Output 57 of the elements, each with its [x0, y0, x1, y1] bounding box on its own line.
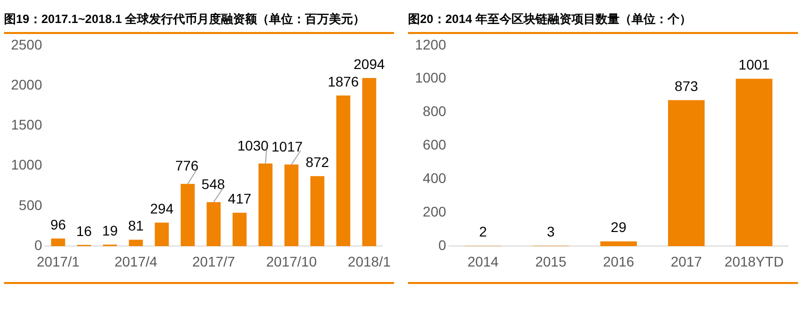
- x-tick-label: 2018YTD: [724, 253, 784, 270]
- data-label: 1017: [272, 138, 303, 154]
- chart-title: 图20：2014 年至今区块链融资项目数量（单位：个）: [408, 6, 798, 34]
- x-tick-label: 2017/10: [266, 253, 317, 270]
- y-tick-label: 1200: [414, 36, 446, 52]
- bar: [310, 176, 324, 246]
- x-tick-label: 2017: [670, 253, 702, 270]
- x-tick-label: 2017/1: [36, 253, 80, 270]
- bar: [206, 202, 221, 246]
- bar: [51, 238, 66, 246]
- y-tick-label: 0: [34, 237, 42, 254]
- chart-title: 图19：2017.1~2018.1 全球发行代币月度融资额（单位：百万美元）: [4, 6, 394, 34]
- bar: [284, 164, 298, 246]
- data-label: 3: [546, 224, 555, 240]
- data-label: 1030: [237, 137, 269, 154]
- y-tick-label: 2500: [10, 36, 42, 52]
- bar: [154, 222, 169, 246]
- data-label: 417: [228, 190, 252, 207]
- data-label: 81: [128, 218, 144, 234]
- data-label: 19: [102, 222, 118, 239]
- bar: [668, 100, 705, 246]
- data-label: 294: [150, 200, 174, 216]
- data-label: 776: [175, 158, 199, 174]
- bar: [180, 184, 195, 246]
- data-label: 16: [76, 222, 92, 239]
- data-label: 873: [674, 78, 698, 94]
- y-tick-label: 2000: [10, 76, 42, 92]
- y-tick-label: 1000: [10, 156, 42, 173]
- x-tick-label: 2018/1: [348, 253, 391, 270]
- data-label: 2094: [354, 56, 385, 72]
- y-tick-label: 1000: [414, 70, 446, 86]
- y-tick-label: 500: [18, 196, 42, 213]
- data-label: 548: [202, 176, 226, 192]
- y-tick-label: 800: [422, 103, 446, 120]
- bar: [258, 163, 273, 246]
- x-tick-label: 2017/7: [192, 253, 236, 270]
- data-label: 2: [479, 224, 488, 240]
- y-tick-label: 200: [422, 204, 446, 220]
- bar: [736, 78, 772, 246]
- data-label: 1001: [738, 56, 770, 73]
- bar: [336, 96, 350, 246]
- y-tick-label: 600: [422, 136, 446, 153]
- data-label: 29: [610, 219, 627, 236]
- x-tick-label: 2015: [535, 253, 567, 270]
- x-tick-label: 2016: [602, 253, 634, 270]
- bar: [362, 78, 376, 246]
- data-label: 1876: [328, 73, 360, 90]
- bar: [232, 212, 247, 246]
- y-tick-label: 400: [422, 170, 446, 186]
- data-label: 96: [50, 216, 66, 232]
- data-label: 872: [306, 154, 330, 170]
- bar: [128, 240, 143, 246]
- y-tick-label: 0: [438, 237, 446, 254]
- x-tick-label: 2017/4: [114, 253, 158, 270]
- y-tick-label: 1500: [10, 116, 42, 133]
- x-tick-label: 2014: [467, 253, 499, 270]
- bar: [600, 241, 637, 246]
